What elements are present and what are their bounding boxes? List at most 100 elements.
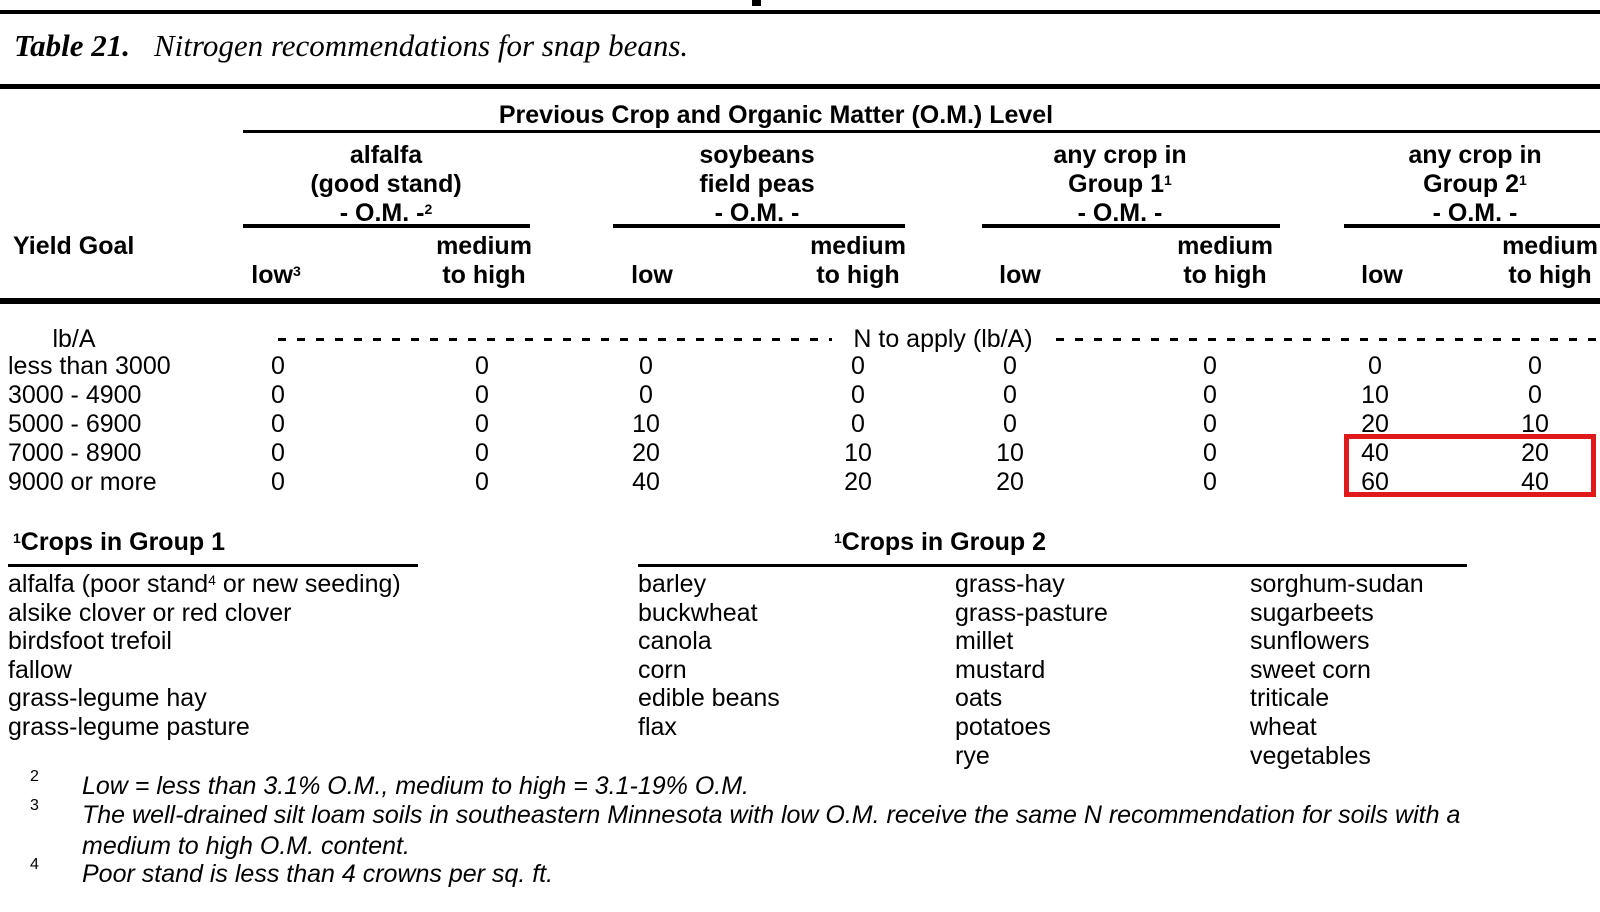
- row-label: less than 3000: [8, 352, 171, 380]
- row-label: 7000 - 8900: [8, 439, 142, 467]
- group4-om-underline: [1344, 224, 1600, 228]
- value-cell: 0: [851, 381, 865, 409]
- footnote-text: The well-drained silt loam soils in sout…: [82, 801, 1461, 829]
- value-cell: 10: [632, 410, 660, 438]
- value-cell: 0: [475, 381, 489, 409]
- value-cell-highlighted: 20: [1521, 439, 1549, 467]
- crop-item: barley: [638, 570, 707, 598]
- footnote-text: Low = less than 3.1% O.M., medium to hig…: [82, 772, 749, 800]
- crop-item: sunflowers: [1250, 627, 1370, 655]
- crop-item: vegetables: [1250, 742, 1371, 770]
- value-cell: 0: [639, 352, 653, 380]
- crops-group1-heading: 1Crops in Group 1: [13, 528, 225, 556]
- crop-item: grass-hay: [955, 570, 1065, 598]
- footnote-text: Poor stand is less than 4 crowns per sq.…: [82, 860, 554, 888]
- crop-item: sorghum-sudan: [1250, 570, 1424, 598]
- subheader-medium-2: medium to high: [810, 232, 906, 289]
- value-cell: 10: [844, 439, 872, 467]
- value-cell: 0: [851, 410, 865, 438]
- spanner-heading: Previous Crop and Organic Matter (O.M.) …: [498, 101, 1054, 129]
- value-cell: 0: [1203, 381, 1217, 409]
- value-cell: 10: [1521, 410, 1549, 438]
- crop-item: mustard: [955, 656, 1046, 684]
- subheader-medium-1: medium to high: [436, 232, 532, 289]
- value-cell: 0: [1528, 352, 1542, 380]
- subheader-low-3: low: [999, 261, 1041, 289]
- crop-item: grass-legume pasture: [8, 713, 250, 741]
- value-cell: 20: [844, 468, 872, 496]
- crops-group2-underline: [638, 564, 1467, 567]
- cutoff-character-mark: [752, 0, 761, 6]
- dashed-leader-left: [278, 338, 832, 341]
- value-cell: 0: [1003, 381, 1017, 409]
- group1-om-underline: [243, 224, 530, 228]
- crop-item: grass-legume hay: [8, 684, 207, 712]
- value-cell: 0: [475, 410, 489, 438]
- footnote-marker: 4: [30, 856, 39, 873]
- value-cell: 0: [1528, 381, 1542, 409]
- value-cell: 40: [632, 468, 660, 496]
- value-cell: 0: [271, 468, 285, 496]
- value-cell: 0: [475, 352, 489, 380]
- subheader-low-2: low: [631, 261, 673, 289]
- crop-item: corn: [638, 656, 687, 684]
- value-cell: 0: [1203, 468, 1217, 496]
- crop-item: sweet corn: [1250, 656, 1371, 684]
- row-label: 3000 - 4900: [8, 381, 142, 409]
- crop-item: alsike clover or red clover: [8, 599, 292, 627]
- crop-item: canola: [638, 627, 712, 655]
- value-cell: 10: [1361, 381, 1389, 409]
- value-cell: 0: [639, 381, 653, 409]
- yield-goal-heading: Yield Goal: [13, 232, 135, 260]
- crop-item: fallow: [8, 656, 72, 684]
- value-cell-highlighted: 40: [1361, 439, 1389, 467]
- value-cell: 0: [851, 352, 865, 380]
- crop-item: rye: [955, 742, 990, 770]
- top-rule: [0, 10, 1600, 14]
- value-cell: 0: [475, 439, 489, 467]
- value-cell: 0: [1203, 410, 1217, 438]
- header-bottom-rule: [0, 298, 1600, 304]
- value-cell: 0: [1203, 439, 1217, 467]
- units-label: lb/A: [52, 325, 96, 353]
- table-caption-text: Nitrogen recommendations for snap beans.: [154, 28, 689, 63]
- group-header-group1: any crop in Group 11 - O.M. -: [1053, 141, 1187, 227]
- subheader-low-1: low3: [251, 261, 301, 289]
- subheader-low-4: low: [1361, 261, 1403, 289]
- value-cell-highlighted: 40: [1521, 468, 1549, 496]
- value-cell: 0: [271, 381, 285, 409]
- crop-item: wheat: [1250, 713, 1317, 741]
- crop-item: flax: [638, 713, 677, 741]
- value-cell: 20: [632, 439, 660, 467]
- crop-item: buckwheat: [638, 599, 758, 627]
- crop-item: birdsfoot trefoil: [8, 627, 172, 655]
- crop-item: alfalfa (poor stand4 or new seeding): [8, 570, 401, 598]
- group-header-group2: any crop in Group 21 - O.M. -: [1408, 141, 1542, 227]
- caption-rule: [0, 84, 1600, 89]
- crop-item: grass-pasture: [955, 599, 1108, 627]
- value-cell: 0: [1003, 410, 1017, 438]
- crop-item: sugarbeets: [1250, 599, 1374, 627]
- crop-item: potatoes: [955, 713, 1051, 741]
- row-label: 9000 or more: [8, 468, 157, 496]
- value-cell: 0: [475, 468, 489, 496]
- value-cell: 0: [1368, 352, 1382, 380]
- group2-om-underline: [613, 224, 905, 228]
- value-cell: 0: [271, 352, 285, 380]
- highlight-box: [1344, 434, 1596, 497]
- crop-item: edible beans: [638, 684, 780, 712]
- group3-om-underline: [982, 224, 1280, 228]
- group-header-soybeans: soybeans field peas - O.M. -: [699, 141, 815, 227]
- value-cell: 20: [1361, 410, 1389, 438]
- crop-item: oats: [955, 684, 1003, 712]
- n-to-apply-label: N to apply (lb/A): [853, 325, 1033, 353]
- value-cell: 10: [996, 439, 1024, 467]
- value-cell: 0: [271, 439, 285, 467]
- value-cell: 0: [271, 410, 285, 438]
- footnote-marker: 3: [30, 797, 39, 814]
- crops-group1-underline: [8, 564, 418, 567]
- value-cell-highlighted: 60: [1361, 468, 1389, 496]
- footnote-marker: 2: [30, 768, 39, 785]
- spanner-underline: [243, 130, 1600, 133]
